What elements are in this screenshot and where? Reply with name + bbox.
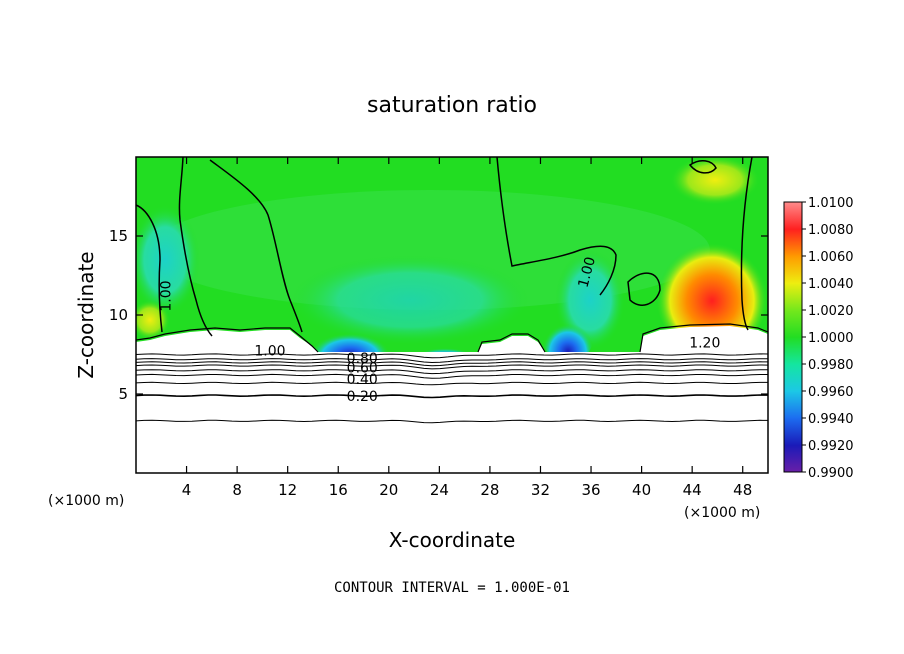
contour-line bbox=[136, 373, 768, 379]
white-cloud-patch-right bbox=[640, 326, 768, 352]
colorbar: 0.9900 0.9920 0.9940 0.9960 0.9980 1.0000 1.00… bbox=[783, 196, 854, 481]
contour-cloud-edge-center bbox=[477, 333, 546, 353]
x-tick-label: 48 bbox=[733, 481, 752, 499]
colorbar-segment bbox=[784, 202, 802, 230]
x-tick-label: 20 bbox=[379, 481, 398, 499]
field-red-maximum bbox=[656, 237, 768, 353]
colorbar-label: 1.0060 bbox=[808, 250, 854, 265]
contour-1-00-left-column bbox=[136, 204, 163, 333]
contour-label: 0.60 bbox=[347, 361, 378, 377]
colorbar-segment bbox=[784, 310, 802, 338]
x-axis-label: X-coordinate bbox=[389, 528, 516, 552]
contour-1-00-left-inner bbox=[209, 159, 303, 333]
colorbar-segment bbox=[784, 283, 802, 311]
colorbar-segment bbox=[784, 445, 802, 473]
colorbar-segment bbox=[784, 418, 802, 446]
y-tick-label: 5 bbox=[118, 385, 128, 403]
contour-label: 1.00 bbox=[575, 255, 599, 289]
contour-interval-footer: CONTOUR INTERVAL = 1.000E-01 bbox=[334, 580, 570, 596]
field-cyan-left bbox=[136, 205, 200, 315]
contour-label: 1.00 bbox=[254, 343, 285, 359]
contour-1-00-left bbox=[178, 157, 213, 337]
colorbar-segment bbox=[784, 391, 802, 419]
contour-line bbox=[136, 369, 768, 375]
contour-labels: 1.00 1.00 1.00 1.20 0.800.600.400.20 bbox=[158, 255, 720, 405]
contour-line bbox=[136, 353, 768, 359]
x-tick-label: 12 bbox=[278, 481, 297, 499]
contour-label: 1.00 bbox=[158, 280, 174, 311]
colorbar-label: 1.0020 bbox=[808, 304, 854, 319]
colorbar-label: 0.9980 bbox=[808, 358, 854, 373]
y-tick-label: 15 bbox=[109, 227, 128, 245]
y-tick-label: 10 bbox=[109, 306, 128, 324]
contour-1-00-mid-blob bbox=[627, 272, 661, 306]
colorbar-label: 0.9920 bbox=[808, 439, 854, 454]
contour-upper-right-blob bbox=[688, 160, 717, 174]
contour-line bbox=[136, 381, 768, 386]
colorbar-label: 1.0100 bbox=[808, 196, 854, 211]
contour-label: 0.40 bbox=[347, 372, 378, 388]
x-tick-label: 44 bbox=[683, 481, 702, 499]
x-tick-label: 24 bbox=[430, 481, 449, 499]
colorbar-segment bbox=[784, 229, 802, 257]
colorbar-label: 0.9960 bbox=[808, 385, 854, 400]
colorbar-segment bbox=[784, 256, 802, 284]
x-tick-label: 16 bbox=[329, 481, 348, 499]
chart-title: saturation ratio bbox=[367, 93, 537, 118]
contour-label: 0.20 bbox=[347, 389, 378, 405]
x-tick-label: 40 bbox=[632, 481, 651, 499]
contour-label: 0.80 bbox=[347, 351, 378, 367]
field-yellow-upper-right bbox=[670, 157, 760, 205]
colorbar-label: 1.0080 bbox=[808, 223, 854, 238]
contour-line bbox=[136, 419, 768, 424]
colorbar-label: 1.0040 bbox=[808, 277, 854, 292]
contour-1-00-center bbox=[496, 157, 617, 296]
x-axis-ticks: 4 8 12 16 20 24 28 32 36 40 44 48 bbox=[182, 157, 752, 499]
y-axis-label: Z-coordinate bbox=[74, 251, 98, 378]
contour-line bbox=[136, 358, 768, 364]
contour-line bbox=[136, 361, 768, 367]
x-tick-label: 32 bbox=[531, 481, 550, 499]
contour-line-stack bbox=[136, 353, 768, 424]
x-unit-label-left: (×1000 m) bbox=[48, 493, 124, 509]
colorbar-segment bbox=[784, 364, 802, 392]
x-tick-label: 4 bbox=[182, 481, 192, 499]
x-tick-label: 8 bbox=[232, 481, 242, 499]
x-unit-label-right: (×1000 m) bbox=[684, 505, 760, 521]
colorbar-label: 1.0000 bbox=[808, 331, 854, 346]
plot-area bbox=[136, 157, 768, 473]
contour-line bbox=[136, 364, 768, 370]
x-tick-label: 36 bbox=[581, 481, 600, 499]
contour-line bbox=[136, 394, 768, 399]
colorbar-label: 0.9940 bbox=[808, 412, 854, 427]
contour-cloud-edge-left bbox=[136, 327, 319, 353]
white-cloud-patch-center bbox=[478, 336, 545, 352]
contour-cloud-edge-right bbox=[639, 323, 768, 353]
contour-label: 1.20 bbox=[689, 335, 720, 351]
white-cloud-patch-left bbox=[136, 330, 318, 352]
x-tick-label: 28 bbox=[480, 481, 499, 499]
y-axis-ticks: 5 10 15 bbox=[109, 227, 768, 403]
colorbar-segment bbox=[784, 337, 802, 365]
field-blue-minimum-34km bbox=[542, 307, 594, 363]
colorbar-label: 0.9900 bbox=[808, 466, 854, 481]
contour-1-00-right-column bbox=[740, 157, 753, 331]
